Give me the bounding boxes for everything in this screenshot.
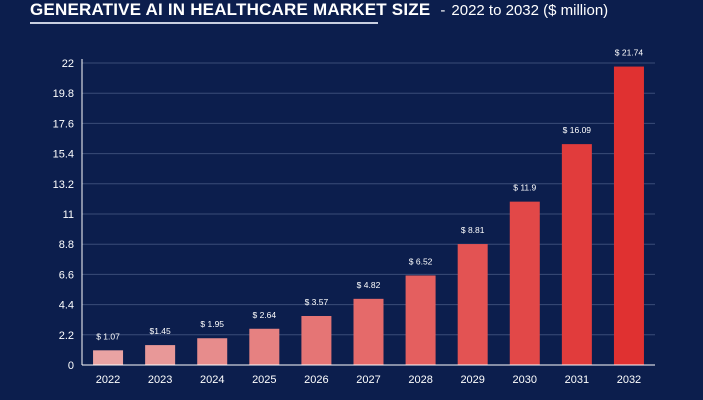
x-tick-label-2023: 2023 [148,374,172,386]
y-tick-label: 4.4 [59,300,74,312]
x-tick-label-2027: 2027 [356,374,380,386]
y-tick-label: 22 [62,58,74,70]
y-tick-label: 15.4 [53,149,74,161]
bar-2029 [457,244,488,365]
data-label-2027: $ 4.82 [357,280,381,290]
bar-2023 [145,345,176,365]
data-label-2031: $ 16.09 [563,125,592,135]
chart-title-row: GENERATIVE AI IN HEALTHCARE MARKET SIZE -… [30,0,608,20]
y-tick-label: 0 [68,360,74,372]
data-label-2028: $ 6.52 [409,256,433,266]
y-tick-label: 2.2 [59,330,74,342]
x-tick-label-2025: 2025 [252,374,276,386]
bar-2031 [561,144,592,365]
data-label-2032: $ 21.74 [615,48,644,58]
bars [93,66,644,365]
y-tick-label: 8.8 [59,239,74,251]
y-tick-label: 11 [63,209,74,221]
bar-2025 [249,328,280,365]
title-separator: - [440,2,446,19]
data-label-2023: $1.45 [149,326,171,336]
x-tick-label-2026: 2026 [304,374,328,386]
axes: 0 2.2 4.4 6.6 8.8 11 13.2 15.4 17.6 19.8 22 2022 202… [53,58,655,386]
data-label-2022: $ 1.07 [96,331,120,341]
x-tick-label-2022: 2022 [96,374,120,386]
bar-2024 [197,338,228,365]
x-tick-label-2032: 2032 [617,374,641,386]
y-tick-label: 6.6 [59,269,74,281]
bar-2030 [509,201,540,365]
x-tick-label-2030: 2030 [513,374,537,386]
bar-2026 [301,315,332,365]
data-label-2029: $ 8.81 [461,225,485,235]
chart-title: GENERATIVE AI IN HEALTHCARE MARKET SIZE [30,0,431,19]
y-tick-label: 13.2 [53,179,74,191]
bar-2027 [353,298,384,365]
x-tick-label-2029: 2029 [460,374,484,386]
y-tick-label: 17.6 [53,118,74,130]
y-tick-label: 19.8 [53,88,74,100]
chart-subtitle: 2022 to 2032 ($ million) [451,2,609,19]
data-label-2024: $ 1.95 [200,319,224,329]
data-label-2025: $ 2.64 [252,310,276,320]
data-labels: $ 1.07 $1.45 $ 1.95 $ 2.64 $ 3.57 $ 4.82 $ 6.5… [96,48,643,342]
x-tick-label-2028: 2028 [408,374,432,386]
x-tick-label-2031: 2031 [565,374,589,386]
bar-2032 [613,66,644,365]
data-label-2026: $ 3.57 [305,297,329,307]
bar-2028 [405,275,436,365]
bar-2022 [93,350,124,365]
title-underline [30,22,378,24]
x-tick-label-2024: 2024 [200,374,224,386]
data-label-2030: $ 11.9 [513,183,536,193]
